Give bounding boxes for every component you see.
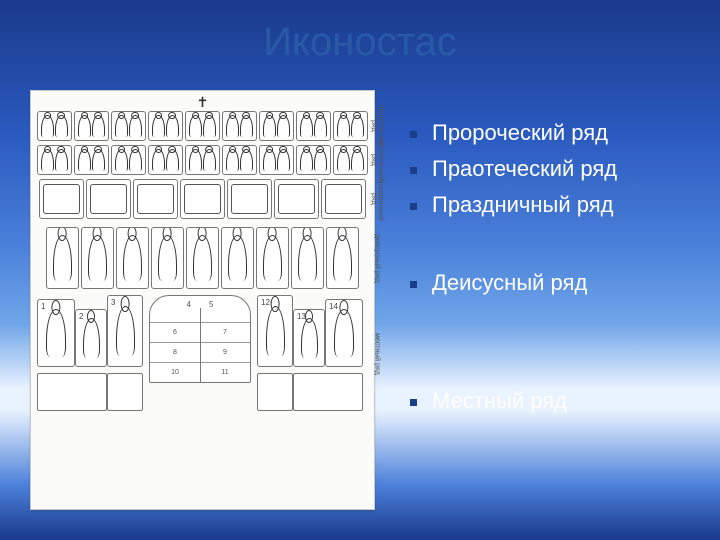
local-icon: 13 bbox=[293, 309, 325, 367]
panel-cell bbox=[259, 111, 294, 141]
panel-cell bbox=[116, 227, 149, 289]
bullet-item: Праотеческий ряд bbox=[410, 156, 617, 182]
panel-cell bbox=[333, 111, 368, 141]
panel-cell bbox=[274, 179, 319, 219]
panel-cell bbox=[111, 145, 146, 175]
base-panel bbox=[257, 373, 293, 411]
panel-cell bbox=[74, 111, 109, 141]
row-label-festal: праздничный ряд bbox=[370, 179, 384, 219]
panel-cell bbox=[227, 179, 272, 219]
local-icon: 3 bbox=[107, 295, 143, 367]
panel-cell bbox=[186, 227, 219, 289]
row-label-forefathers: праотеческий ряд bbox=[370, 145, 384, 175]
panel-cell bbox=[256, 227, 289, 289]
row-forefathers: праотеческий ряд bbox=[37, 145, 368, 175]
bullet-item: Праздничный ряд bbox=[410, 192, 613, 218]
panel-cell bbox=[151, 227, 184, 289]
royal-door: 4567891011 bbox=[149, 295, 251, 383]
local-icon: 1 bbox=[37, 299, 75, 367]
panel-cell bbox=[86, 179, 131, 219]
panel-cell bbox=[185, 145, 220, 175]
cross-icon: ✝ bbox=[37, 95, 368, 109]
row-festal: праздничный ряд bbox=[37, 179, 368, 219]
row-label-prophetic: пророческий ряд bbox=[370, 111, 384, 141]
panel-cell bbox=[46, 227, 79, 289]
panel-cell bbox=[37, 111, 72, 141]
local-icon: 2 bbox=[75, 309, 107, 367]
panel-cell bbox=[81, 227, 114, 289]
panel-cell bbox=[39, 179, 84, 219]
panel-cell bbox=[296, 111, 331, 141]
bullet-item: Местный ряд bbox=[410, 388, 567, 414]
local-icon: 14 bbox=[325, 299, 363, 367]
panel-cell bbox=[321, 179, 366, 219]
panel-cell bbox=[259, 145, 294, 175]
page-title: Иконостас bbox=[0, 20, 720, 65]
row-local: местный ряд 1231213144567891011 bbox=[37, 295, 368, 413]
iconostasis-diagram: ✝ пророческий ряд праотеческий ряд празд… bbox=[30, 90, 375, 510]
base-panel bbox=[107, 373, 143, 411]
panel-cell bbox=[148, 111, 183, 141]
panel-cell bbox=[133, 179, 178, 219]
base-panel bbox=[293, 373, 363, 411]
panel-cell bbox=[185, 111, 220, 141]
panel-cell bbox=[221, 227, 254, 289]
panel-cell bbox=[296, 145, 331, 175]
panel-cell bbox=[74, 145, 109, 175]
row-prophetic: ✝ пророческий ряд bbox=[37, 111, 368, 141]
base-panel bbox=[37, 373, 107, 411]
bullet-item: Деисусный ряд bbox=[410, 270, 587, 296]
panel-cell bbox=[111, 111, 146, 141]
row-deesis: деисусный ряд bbox=[37, 227, 368, 289]
panel-cell bbox=[222, 111, 257, 141]
panel-cell bbox=[180, 179, 225, 219]
bullet-item: Пророческий ряд bbox=[410, 120, 608, 146]
panel-cell bbox=[148, 145, 183, 175]
panel-cell bbox=[222, 145, 257, 175]
panel-cell bbox=[333, 145, 368, 175]
panel-cell bbox=[291, 227, 324, 289]
local-icon: 12 bbox=[257, 295, 293, 367]
row-label-local: местный ряд bbox=[370, 295, 384, 413]
row-label-deesis: деисусный ряд bbox=[370, 227, 384, 289]
panel-cell bbox=[37, 145, 72, 175]
panel-cell bbox=[326, 227, 359, 289]
